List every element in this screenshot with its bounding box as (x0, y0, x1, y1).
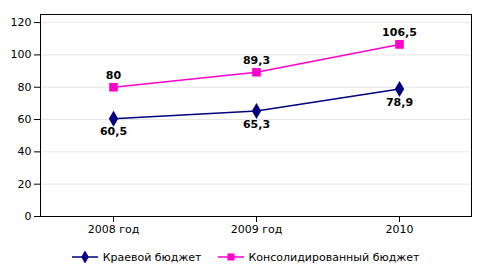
svg-text:78,9: 78,9 (386, 96, 413, 109)
svg-text:2010: 2010 (386, 223, 414, 236)
svg-text:106,5: 106,5 (382, 26, 417, 39)
svg-text:100: 100 (11, 48, 32, 61)
svg-text:80: 80 (106, 69, 122, 82)
svg-text:40: 40 (18, 145, 32, 158)
svg-text:2009 год: 2009 год (231, 223, 283, 236)
svg-text:65,3: 65,3 (243, 117, 270, 130)
svg-text:60: 60 (18, 113, 32, 126)
svg-text:20: 20 (18, 178, 32, 191)
svg-text:89,3: 89,3 (243, 54, 270, 67)
svg-text:120: 120 (11, 16, 32, 29)
html-text:Консолидированный бюджет: Консолидированный бюджет (248, 250, 420, 264)
html-text:Краевой бюджет: Краевой бюджет (102, 250, 202, 264)
svg-text:60,5: 60,5 (100, 125, 127, 138)
svg-text:80: 80 (18, 81, 32, 94)
svg-text:2008 год: 2008 год (88, 223, 140, 236)
svg-text:0: 0 (25, 210, 32, 223)
